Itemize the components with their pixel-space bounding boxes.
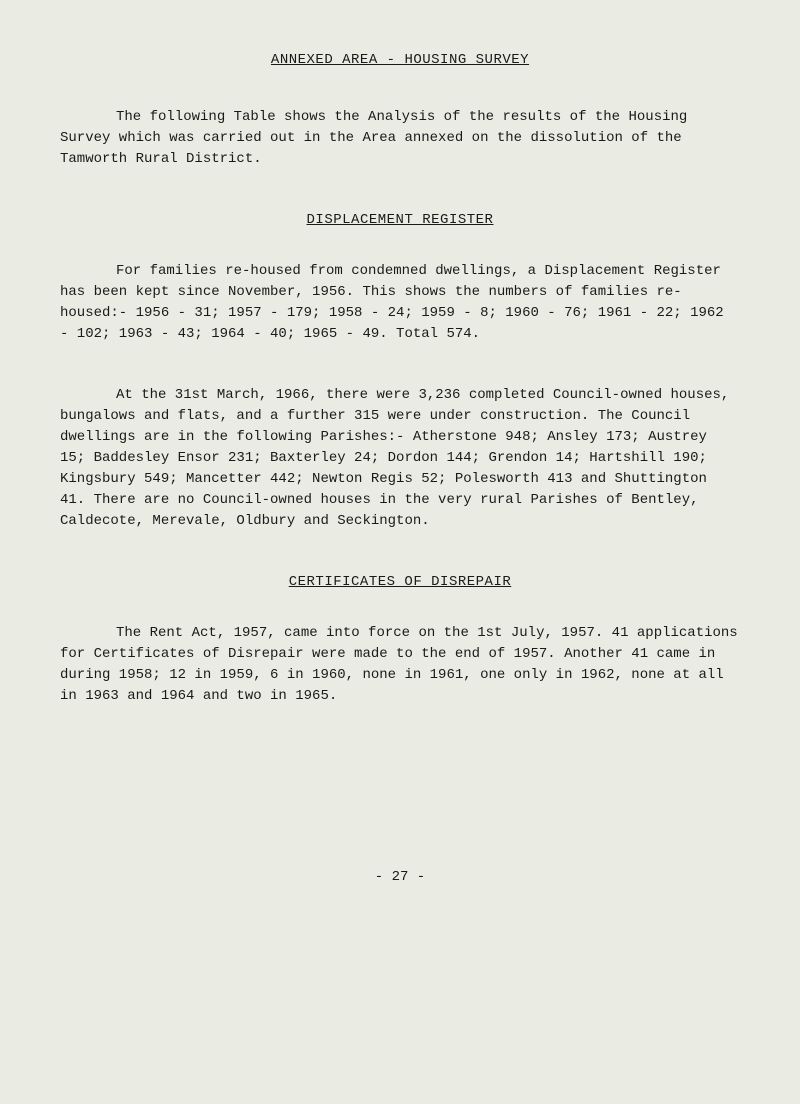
- section-heading-displacement: DISPLACEMENT REGISTER: [60, 210, 740, 231]
- page-number: - 27 -: [60, 867, 740, 888]
- section-heading-certificates: CERTIFICATES OF DISREPAIR: [60, 572, 740, 593]
- intro-paragraph: The following Table shows the Analysis o…: [60, 107, 740, 170]
- certificates-paragraph: The Rent Act, 1957, came into force on t…: [60, 623, 740, 707]
- document-title: ANNEXED AREA - HOUSING SURVEY: [60, 50, 740, 71]
- displacement-paragraph-2: At the 31st March, 1966, there were 3,23…: [60, 385, 740, 532]
- displacement-paragraph-1: For families re-housed from condemned dw…: [60, 261, 740, 345]
